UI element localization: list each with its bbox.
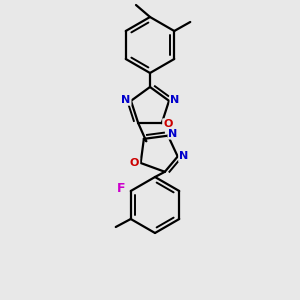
Text: N: N [122, 95, 130, 105]
Text: O: O [130, 158, 140, 168]
Text: O: O [163, 119, 172, 129]
Text: N: N [179, 152, 188, 161]
Text: N: N [168, 129, 178, 139]
Text: N: N [170, 95, 180, 105]
Text: F: F [116, 182, 125, 194]
